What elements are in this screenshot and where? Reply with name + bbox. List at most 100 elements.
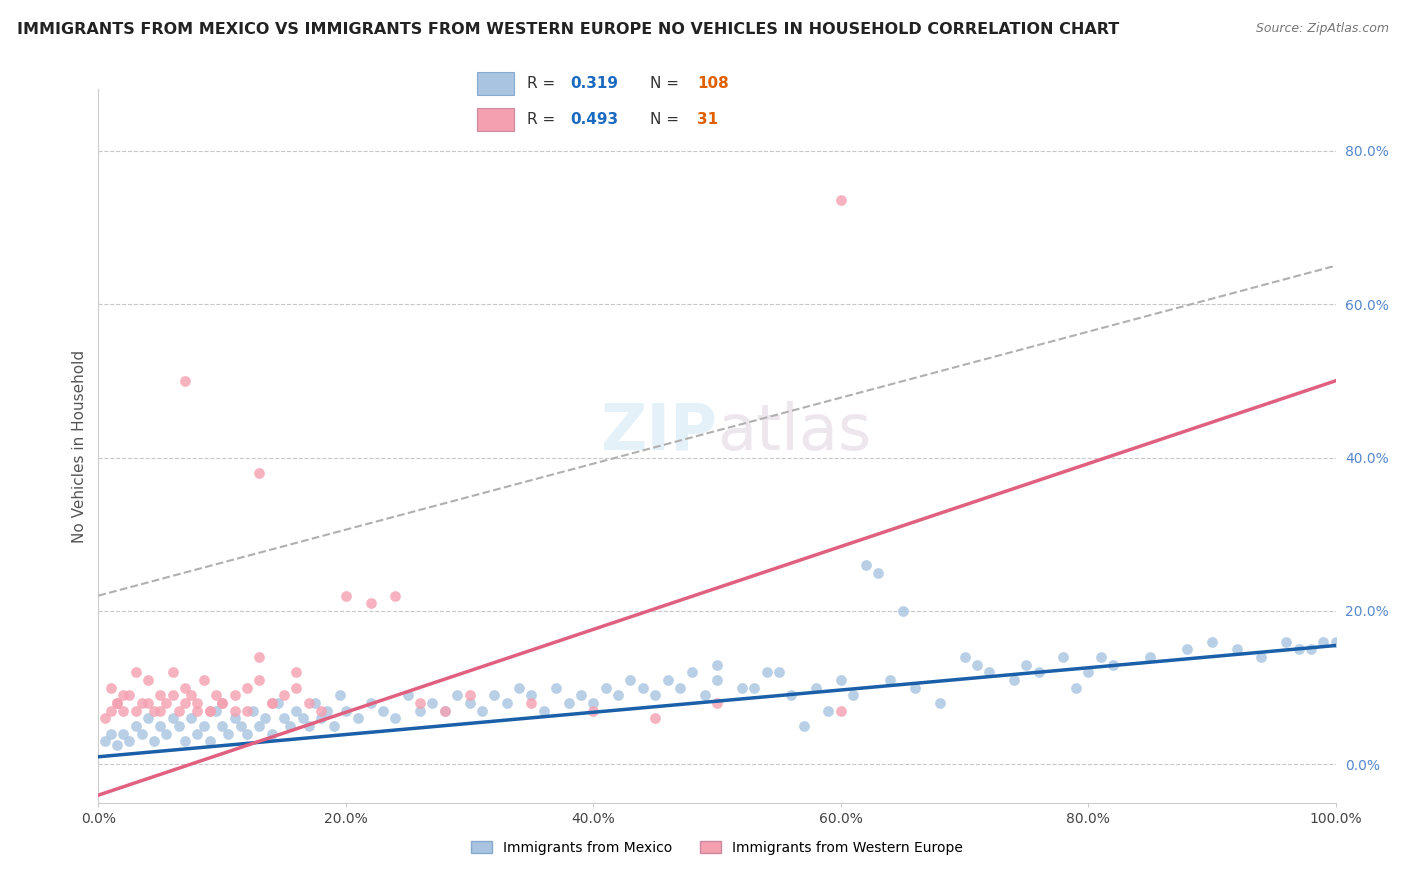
Point xyxy=(224,711,246,725)
Point xyxy=(731,681,754,695)
Point xyxy=(347,711,370,725)
Point xyxy=(93,734,115,748)
Point xyxy=(1064,681,1087,695)
Text: 0.493: 0.493 xyxy=(569,112,619,127)
Point xyxy=(569,689,592,703)
Point xyxy=(180,711,202,725)
Point xyxy=(236,681,259,695)
Y-axis label: No Vehicles in Household: No Vehicles in Household xyxy=(72,350,87,542)
Point xyxy=(273,689,295,703)
Point xyxy=(966,657,988,672)
Point xyxy=(953,650,976,665)
Point xyxy=(105,696,128,710)
Point xyxy=(619,673,641,687)
Point xyxy=(979,665,1001,680)
Point xyxy=(186,696,208,710)
Point xyxy=(706,673,728,687)
Point xyxy=(285,704,308,718)
Point xyxy=(1102,657,1125,672)
Text: R =: R = xyxy=(527,112,555,127)
Point xyxy=(205,689,228,703)
Point xyxy=(278,719,301,733)
Point xyxy=(669,681,692,695)
Point xyxy=(1288,642,1310,657)
Point xyxy=(706,696,728,710)
Point xyxy=(149,689,172,703)
Point xyxy=(162,665,184,680)
Point xyxy=(309,704,332,718)
Point xyxy=(546,681,568,695)
Point xyxy=(118,734,141,748)
Point xyxy=(100,681,122,695)
Text: R =: R = xyxy=(527,76,555,91)
Point xyxy=(193,673,215,687)
Point xyxy=(174,681,197,695)
Point xyxy=(446,689,468,703)
Point xyxy=(224,704,246,718)
Point xyxy=(260,696,283,710)
Point xyxy=(236,704,259,718)
Point xyxy=(1052,650,1074,665)
Point xyxy=(631,681,654,695)
Point xyxy=(842,689,865,703)
Point xyxy=(891,604,914,618)
Point xyxy=(131,727,153,741)
Point xyxy=(360,596,382,610)
Point xyxy=(193,719,215,733)
Text: 108: 108 xyxy=(697,76,728,91)
Point xyxy=(162,689,184,703)
Point xyxy=(167,704,190,718)
Point xyxy=(217,727,239,741)
Point xyxy=(112,704,135,718)
Point xyxy=(681,665,703,680)
Point xyxy=(520,696,543,710)
Point xyxy=(247,650,270,665)
Point xyxy=(360,696,382,710)
Point xyxy=(211,719,233,733)
Point xyxy=(409,696,432,710)
Point xyxy=(409,704,432,718)
Point xyxy=(162,711,184,725)
Point xyxy=(595,681,617,695)
Point xyxy=(211,696,233,710)
Text: atlas: atlas xyxy=(717,401,872,463)
Point xyxy=(247,466,270,480)
Point xyxy=(118,689,141,703)
Point xyxy=(149,704,172,718)
Point xyxy=(136,711,159,725)
Point xyxy=(433,704,456,718)
Point xyxy=(143,734,166,748)
Point xyxy=(298,696,321,710)
Point xyxy=(495,696,517,710)
Point xyxy=(260,727,283,741)
Point xyxy=(1299,642,1322,657)
Text: IMMIGRANTS FROM MEXICO VS IMMIGRANTS FROM WESTERN EUROPE NO VEHICLES IN HOUSEHOL: IMMIGRANTS FROM MEXICO VS IMMIGRANTS FRO… xyxy=(17,22,1119,37)
Point xyxy=(1139,650,1161,665)
Point xyxy=(830,704,852,718)
Point xyxy=(830,673,852,687)
Point xyxy=(149,719,172,733)
Point xyxy=(229,719,252,733)
Point xyxy=(242,704,264,718)
Point xyxy=(167,719,190,733)
Point xyxy=(316,704,339,718)
Point xyxy=(335,589,357,603)
Point xyxy=(174,734,197,748)
Point xyxy=(433,704,456,718)
Point xyxy=(273,711,295,725)
Point xyxy=(1077,665,1099,680)
Point xyxy=(855,558,877,572)
Point xyxy=(254,711,277,725)
Point xyxy=(124,665,146,680)
Point xyxy=(804,681,827,695)
Point xyxy=(371,704,394,718)
Point xyxy=(211,696,233,710)
Point xyxy=(471,704,494,718)
Point xyxy=(136,696,159,710)
Point xyxy=(100,727,122,741)
Point xyxy=(174,374,197,388)
Point xyxy=(285,681,308,695)
Point xyxy=(124,719,146,733)
Point xyxy=(112,689,135,703)
Point xyxy=(1312,634,1334,648)
